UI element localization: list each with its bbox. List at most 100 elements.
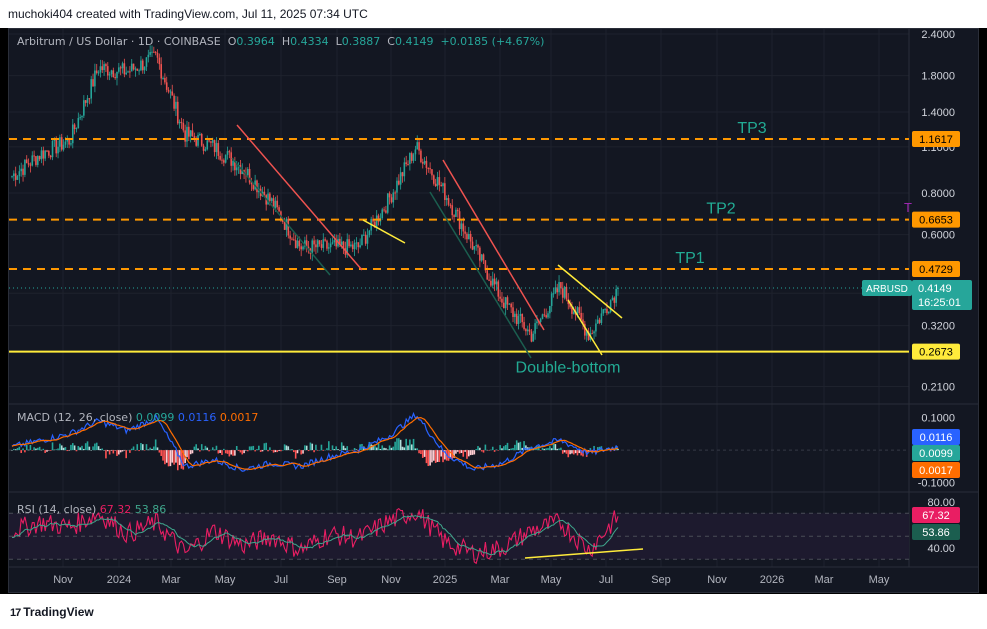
candle-body xyxy=(536,321,538,324)
macd-hist-bar xyxy=(554,444,557,451)
candle-body xyxy=(234,160,236,171)
candle-body xyxy=(40,150,43,160)
macd-hist-bar xyxy=(558,448,560,451)
macd-hist-bar xyxy=(211,447,214,451)
macd-hist-bar xyxy=(199,450,201,452)
candle-body xyxy=(14,173,17,180)
candle-body xyxy=(84,100,87,103)
trend-line xyxy=(236,124,363,271)
candle-body xyxy=(364,234,367,244)
macd-hist-bar xyxy=(130,448,133,451)
pattern-caption: Double-bottom xyxy=(516,360,621,377)
trend-line xyxy=(567,299,603,356)
macd-hist-bar xyxy=(27,449,30,451)
chart-frame[interactable] xyxy=(8,28,979,593)
macd-hist-bar xyxy=(20,450,23,453)
candle-body xyxy=(211,140,214,143)
candle-body xyxy=(293,239,295,241)
macd-hist-bar xyxy=(497,450,500,451)
candle-body xyxy=(230,152,232,166)
candle-body xyxy=(123,63,126,75)
candle-body xyxy=(414,149,417,155)
candle-body xyxy=(90,79,93,99)
macd-hist-bar xyxy=(351,450,354,451)
macd-hist-bar xyxy=(149,447,151,451)
macd-hist-bar xyxy=(59,443,61,451)
candle-body xyxy=(202,145,205,151)
candle-body xyxy=(119,67,122,69)
candle-body xyxy=(171,91,174,96)
candle-body xyxy=(611,297,614,301)
macd-hist-bar xyxy=(449,450,452,459)
candle-body xyxy=(329,243,332,248)
candle-body xyxy=(495,281,498,285)
candle-body xyxy=(604,309,606,311)
macd-hist-bar xyxy=(250,446,253,451)
macd-hist-bar xyxy=(280,450,282,452)
macd-hist-bar xyxy=(420,450,422,455)
candle-body xyxy=(188,126,190,137)
macd-hist-bar xyxy=(24,450,26,453)
candle-body xyxy=(158,57,161,65)
macd-hist-bar xyxy=(31,450,34,451)
macd-hist-bar xyxy=(200,444,203,451)
macd-hist-bar xyxy=(18,446,21,451)
candle-body xyxy=(118,67,120,72)
candle-body xyxy=(560,282,562,289)
macd-hist-bar xyxy=(433,450,435,461)
macd-hist-bar xyxy=(287,446,290,451)
macd-hist-bar xyxy=(342,445,345,451)
macd-hist-bar xyxy=(42,448,45,451)
candle-body xyxy=(556,287,559,293)
macd-hist-bar xyxy=(466,450,468,459)
macd-hist-bar xyxy=(125,450,128,459)
candle-body xyxy=(151,51,153,53)
macd-hist-bar xyxy=(484,444,487,451)
macd-hist-bar xyxy=(90,450,93,451)
candle-body xyxy=(355,242,358,244)
candle-body xyxy=(136,68,139,71)
trend-line xyxy=(429,191,532,359)
candle-body xyxy=(116,71,118,79)
macd-hist-bar xyxy=(134,450,137,451)
candle-body xyxy=(502,302,505,309)
candle-body xyxy=(539,318,542,322)
macd-hist-bar xyxy=(237,450,240,451)
macd-hist-bar xyxy=(615,445,617,451)
candle-body xyxy=(182,122,185,131)
candle-body xyxy=(103,64,105,70)
macd-hist-bar xyxy=(394,441,396,451)
candle-body xyxy=(304,240,306,247)
macd-hist-bar xyxy=(490,449,492,451)
header-text: muchoki404 created with TradingView.com,… xyxy=(8,7,368,21)
macd-hist-bar xyxy=(515,440,518,451)
macd-hist-bar xyxy=(409,439,411,451)
macd-hist-bar xyxy=(206,447,209,451)
macd-hist-bar xyxy=(230,450,232,455)
macd-hist-bar xyxy=(471,450,474,455)
candle-body xyxy=(232,160,234,166)
candle-body xyxy=(514,313,516,318)
candle-body xyxy=(488,279,490,281)
macd-hist-bar xyxy=(401,446,404,451)
candle-body xyxy=(383,209,385,211)
candle-body xyxy=(401,172,404,177)
macd-hist-bar xyxy=(421,450,424,458)
candle-body xyxy=(558,282,560,293)
candle-body xyxy=(129,71,131,73)
candle-body xyxy=(180,121,183,123)
macd-hist-bar xyxy=(313,450,315,453)
price-tick-label: 0.6000 xyxy=(921,230,955,242)
candle-body xyxy=(412,154,415,161)
candle-body xyxy=(598,319,601,323)
macd-hist-bar xyxy=(315,444,317,451)
candle-body xyxy=(73,124,76,130)
candle-body xyxy=(482,254,485,261)
candle-body xyxy=(112,70,115,78)
time-tick-label: Mar xyxy=(491,574,510,586)
candle-body xyxy=(434,183,437,187)
candle-body xyxy=(154,51,157,53)
candle-body xyxy=(445,198,448,200)
macd-hist-bar xyxy=(64,447,67,451)
